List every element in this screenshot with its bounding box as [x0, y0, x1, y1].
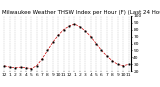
- Text: Milwaukee Weather THSW Index per Hour (F) (Last 24 Hours): Milwaukee Weather THSW Index per Hour (F…: [2, 10, 160, 15]
